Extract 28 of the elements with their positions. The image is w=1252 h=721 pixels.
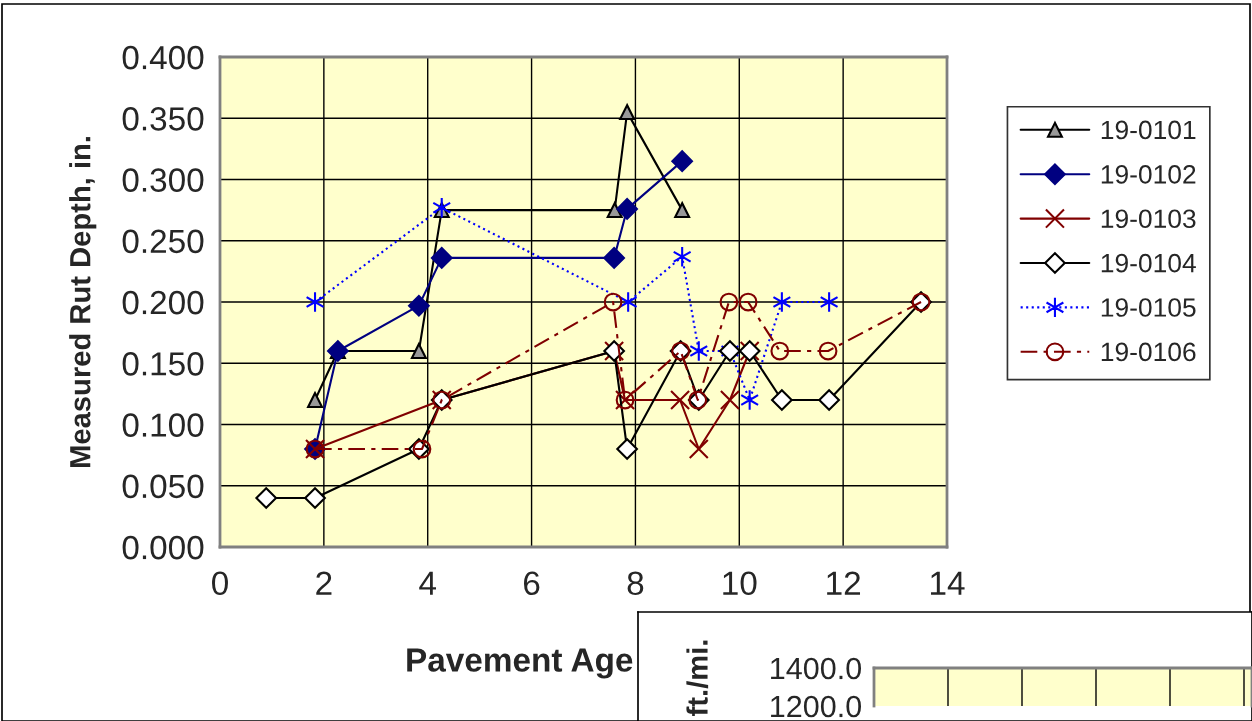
y-tick-label: 0.000 [122,535,204,560]
legend-label: 19-0104 [1101,253,1196,273]
y-tick-label: 0.350 [122,107,204,131]
x-tick-label: 4 [419,571,437,595]
legend-label: 19-0102 [1101,165,1196,184]
y-tick-label: 1400.0 [771,657,862,680]
x-tick-label: 2 [316,571,332,595]
x-tick-label: 8 [627,571,644,596]
x-tick-label: 12 [827,571,861,595]
legend-label: 19-0101 [1101,120,1196,140]
legend-label: 19-0106 [1101,342,1196,362]
x-tick-label: 10 [723,571,757,596]
x-axis-title: Pavement Age [407,648,633,679]
y-tick-label: 1200.0 [771,695,862,718]
legend-label: 19-0105 [1101,298,1196,317]
y-axis-title: ft./mi. [686,640,709,716]
legend-label: 19-0103 [1101,209,1196,229]
x-tick-label: 6 [524,571,540,596]
y-tick-label: 0.100 [122,413,204,437]
x-tick-label: 0 [212,571,228,596]
x-tick-label: 14 [931,571,965,595]
y-tick-label: 0.300 [122,168,204,192]
y-tick-label: 0.250 [122,229,204,254]
y-tick-label: 0.050 [122,474,204,499]
y-tick-label: 0.400 [122,45,204,70]
y-axis-title: Measured Rut Depth, in. [69,137,97,467]
y-tick-label: 0.150 [122,352,204,376]
y-tick-label: 0.200 [122,290,204,315]
